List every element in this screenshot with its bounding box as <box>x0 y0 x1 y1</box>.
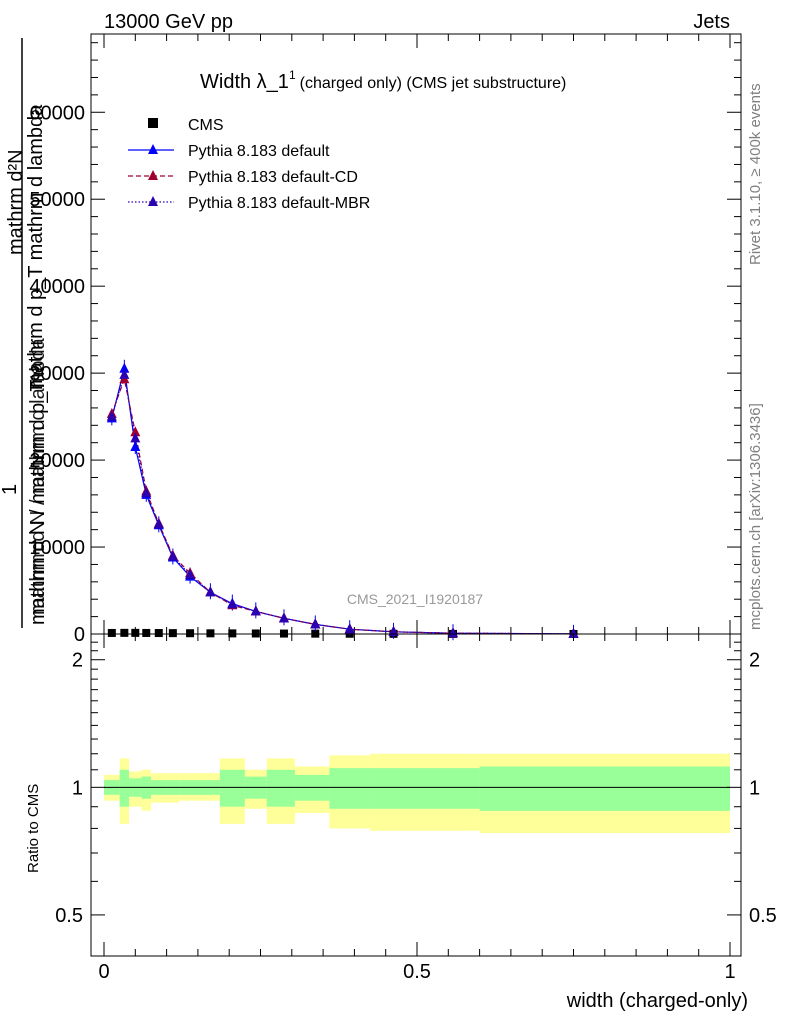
ratio-ytick-label-right: 1 <box>749 777 760 799</box>
main-ticks: 0 10000 20000 30000 40000 50000 60000 <box>29 34 741 646</box>
series-line-1 <box>111 368 574 635</box>
legend-marker-cd <box>148 170 158 180</box>
legend-marker-mbr <box>148 196 158 206</box>
series-marker-2 <box>130 426 141 437</box>
title-prefix: Width λ_1 <box>200 71 289 93</box>
ylabel-numerator: mathrm d²N <box>5 149 27 255</box>
main-ytick-label: 50000 <box>29 189 85 211</box>
main-ytick-label: 30000 <box>29 363 85 385</box>
cms-data-point <box>251 629 260 638</box>
cms-data-point <box>206 629 215 638</box>
series-line-2 <box>111 376 574 635</box>
chart-title: Width λ_11 (charged only) (CMS jet substr… <box>200 68 566 93</box>
series-marker-3 <box>205 586 216 597</box>
cms-data-point <box>107 628 116 637</box>
ratio-ytick-label-right: 0.5 <box>749 905 777 927</box>
ratio-band-inner <box>479 766 730 811</box>
legend: CMS Pythia 8.183 default Pythia 8.183 de… <box>128 117 370 212</box>
legend-default: Pythia 8.183 default <box>188 143 330 160</box>
ratio-band-inner <box>370 768 417 809</box>
xtick-label: 0.5 <box>403 961 431 983</box>
series-marker-3 <box>153 518 164 529</box>
rivet-label: Rivet 3.1.10, ≥ 400k events <box>747 83 764 265</box>
energy-label: 13000 GeV pp <box>104 11 233 33</box>
series-marker-3 <box>167 550 178 561</box>
title-superscript: 1 <box>289 68 296 82</box>
cms-data-point <box>120 628 129 637</box>
series-marker-3 <box>568 627 579 638</box>
main-ytick-label: 10000 <box>29 537 85 559</box>
ratio-band-inner <box>417 768 480 809</box>
xtick-label: 1 <box>724 961 735 983</box>
cms-data-point <box>168 629 177 638</box>
series-marker-3 <box>185 568 196 579</box>
main-ytick-label: 20000 <box>29 450 85 472</box>
series-marker-3 <box>278 612 289 623</box>
series-marker-3 <box>344 623 355 634</box>
x-axis-label: width (charged-only) <box>566 990 748 1012</box>
series-marker-3 <box>310 618 321 629</box>
ylabel-one: 1 <box>0 484 21 495</box>
ratio-ytick-label: 0.5 <box>55 905 83 927</box>
main-ytick-label: 60000 <box>29 102 85 124</box>
legend-cms: CMS <box>188 117 224 134</box>
ylabel-denominator-2: mathrm d N / mathrm d lambda <box>27 337 49 615</box>
mcplots-label: mcplots.cern.ch [arXiv:1306.3436] <box>747 403 764 630</box>
main-ytick-label: 40000 <box>29 276 85 298</box>
series-marker-3 <box>130 432 141 443</box>
legend-marker-default <box>148 144 158 154</box>
series-line-3 <box>111 374 574 635</box>
ratio-ylabel: Ratio to CMS <box>25 784 42 873</box>
ratio-frame <box>90 633 742 957</box>
ratio-ytick-label-right: 2 <box>749 650 760 672</box>
title-suffix: (charged only) (CMS jet substructure) <box>300 75 567 92</box>
series-marker-3 <box>250 605 261 616</box>
ratio-band-inner <box>266 769 295 807</box>
legend-cd: Pythia 8.183 default-CD <box>188 169 358 186</box>
main-ytick-label: 0 <box>74 624 85 646</box>
analysis-label: CMS_2021_I1920187 <box>347 591 483 607</box>
ratio-ytick-label: 1 <box>72 777 83 799</box>
cms-data-point <box>186 629 195 638</box>
ratio-band-inner <box>119 769 130 807</box>
series-marker-3 <box>388 625 399 636</box>
series-marker-3 <box>141 487 152 498</box>
ylabel-numerator-2: mathrm d p_T mathrm d lambda <box>25 104 47 390</box>
ratio-ytick-label: 2 <box>72 650 83 672</box>
series-marker-3 <box>119 368 130 379</box>
series-marker-3 <box>447 627 458 638</box>
cms-data-point <box>131 628 140 637</box>
main-ylabel: 1 mathrm d²N mathrm d p_T mathrm d lambd… <box>0 38 49 628</box>
ratio-ticks: 0.5 0.5 1 1 2 2 0 0.5 1 <box>55 634 777 983</box>
ratio-bands <box>104 753 730 834</box>
main-series <box>106 359 579 641</box>
series-marker-3 <box>106 410 117 421</box>
ratio-band-inner <box>329 768 371 809</box>
xtick-label: 0 <box>98 961 109 983</box>
series-marker-3 <box>227 598 238 609</box>
cms-data-point <box>142 628 151 637</box>
ylabel-denominator: mathrm d N / mathrm d p_T <box>27 379 49 625</box>
process-label: Jets <box>693 11 730 33</box>
legend-mbr: Pythia 8.183 default-MBR <box>188 195 370 212</box>
cms-data-point <box>228 629 237 638</box>
cms-data-point <box>154 629 163 638</box>
legend-marker-cms <box>148 118 158 128</box>
ratio-band-inner <box>219 769 245 807</box>
